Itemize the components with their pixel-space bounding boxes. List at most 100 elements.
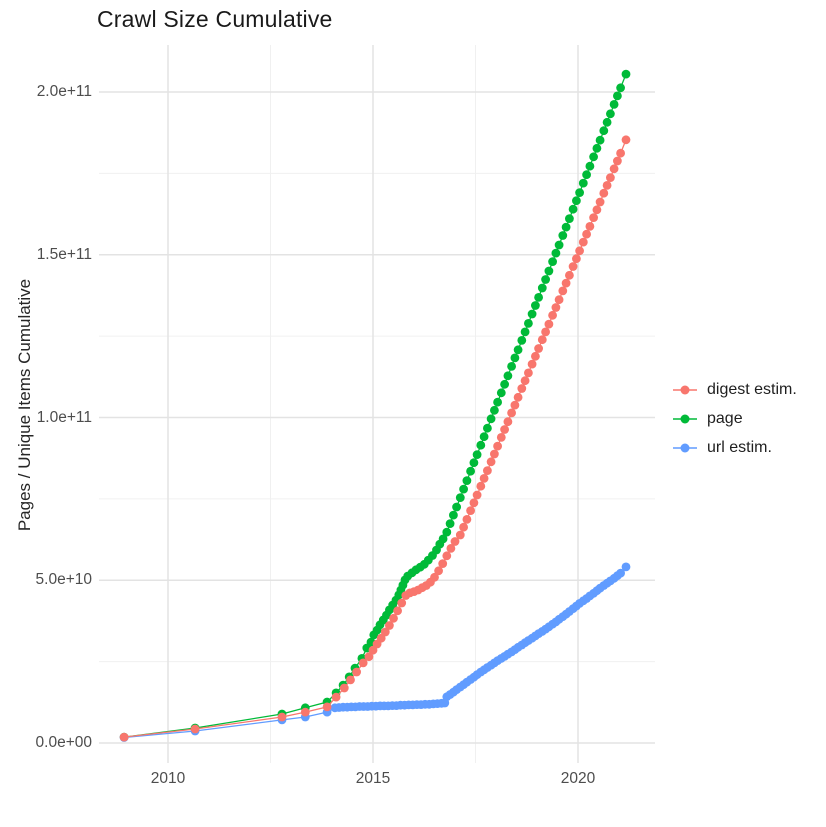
data-point bbox=[469, 498, 479, 508]
data-point bbox=[438, 559, 448, 568]
data-point bbox=[575, 188, 584, 198]
data-point bbox=[430, 572, 439, 582]
data-point bbox=[544, 266, 554, 276]
data-point bbox=[450, 537, 460, 546]
data-point bbox=[368, 645, 378, 655]
data-point bbox=[486, 414, 496, 424]
data-point bbox=[599, 188, 609, 198]
data-point bbox=[616, 83, 625, 93]
data-point bbox=[393, 606, 402, 616]
data-point bbox=[585, 222, 595, 231]
data-point bbox=[352, 667, 361, 677]
data-point bbox=[300, 707, 310, 717]
data-point bbox=[503, 417, 513, 427]
data-point bbox=[364, 652, 374, 662]
series-url-estim- bbox=[119, 562, 631, 742]
data-point bbox=[602, 181, 612, 190]
data-point bbox=[599, 126, 609, 136]
data-point bbox=[445, 519, 455, 528]
legend-key-point-icon bbox=[673, 385, 697, 395]
data-point bbox=[479, 474, 489, 483]
data-point bbox=[466, 466, 475, 476]
data-point bbox=[609, 100, 619, 109]
data-point bbox=[531, 301, 540, 310]
data-point bbox=[554, 295, 564, 305]
data-point bbox=[582, 229, 591, 239]
chart-title: Crawl Size Cumulative bbox=[97, 6, 333, 32]
data-point bbox=[537, 335, 547, 345]
legend: digest estim. page url estim. bbox=[672, 380, 797, 458]
data-point bbox=[558, 286, 568, 296]
data-point bbox=[462, 515, 472, 524]
data-point bbox=[548, 257, 557, 266]
data-point bbox=[119, 732, 129, 742]
data-point bbox=[589, 152, 598, 162]
data-point bbox=[434, 566, 443, 576]
data-point bbox=[466, 506, 475, 515]
data-point bbox=[376, 633, 386, 643]
y-tick-label: 0.0e+00 bbox=[35, 734, 92, 751]
data-point bbox=[449, 510, 458, 520]
data-point bbox=[541, 275, 550, 284]
data-point bbox=[582, 170, 591, 180]
data-point bbox=[616, 148, 625, 158]
data-point bbox=[510, 400, 520, 410]
data-point bbox=[595, 135, 605, 145]
data-point bbox=[621, 69, 631, 79]
data-point bbox=[575, 246, 584, 256]
data-point bbox=[507, 408, 516, 418]
y-tick-label: 1.0e+11 bbox=[36, 408, 92, 426]
data-point bbox=[486, 457, 496, 467]
data-point bbox=[527, 309, 537, 319]
data-point bbox=[561, 222, 571, 232]
data-point bbox=[578, 178, 588, 188]
data-point bbox=[452, 502, 461, 512]
data-point bbox=[462, 476, 472, 485]
data-point bbox=[595, 197, 605, 207]
data-point bbox=[455, 493, 465, 502]
data-point bbox=[537, 283, 547, 293]
data-point bbox=[561, 278, 571, 288]
x-tick-label: 2010 bbox=[150, 770, 186, 787]
data-point bbox=[517, 336, 527, 345]
data-point bbox=[277, 712, 287, 722]
data-point bbox=[524, 368, 533, 378]
series-layer bbox=[119, 69, 631, 742]
data-point bbox=[380, 627, 390, 637]
data-point bbox=[500, 425, 509, 434]
legend-item-digest: digest estim. bbox=[672, 380, 797, 400]
legend-label: digest estim. bbox=[707, 381, 797, 398]
data-point bbox=[616, 568, 625, 578]
data-point bbox=[397, 598, 407, 608]
data-point bbox=[621, 562, 631, 572]
data-point bbox=[490, 449, 499, 459]
data-point bbox=[520, 376, 530, 386]
data-point bbox=[609, 164, 619, 174]
data-point bbox=[331, 692, 341, 702]
series-digest-estim- bbox=[119, 135, 631, 742]
data-point bbox=[483, 423, 492, 433]
data-point bbox=[527, 359, 537, 369]
gridlines-minor bbox=[99, 45, 655, 763]
gridlines-major bbox=[99, 45, 655, 763]
y-axis-title: Pages / Unique Items Cumulative bbox=[15, 278, 34, 532]
data-point bbox=[493, 397, 502, 407]
legend-item-page: page bbox=[672, 409, 797, 429]
data-point bbox=[592, 143, 602, 153]
data-point bbox=[621, 135, 631, 145]
data-point bbox=[613, 91, 622, 101]
data-point bbox=[606, 173, 615, 183]
x-tick-label: 2015 bbox=[355, 770, 391, 787]
data-point bbox=[589, 213, 598, 223]
data-point bbox=[572, 254, 581, 264]
data-point bbox=[469, 458, 479, 468]
data-point bbox=[613, 156, 622, 166]
data-point bbox=[459, 484, 468, 494]
legend-label: url estim. bbox=[707, 439, 772, 456]
data-point bbox=[389, 613, 398, 623]
data-point bbox=[585, 161, 595, 171]
data-point bbox=[531, 351, 540, 361]
legend-key-point-icon bbox=[673, 414, 697, 424]
data-point bbox=[483, 466, 492, 475]
data-point bbox=[358, 658, 368, 668]
